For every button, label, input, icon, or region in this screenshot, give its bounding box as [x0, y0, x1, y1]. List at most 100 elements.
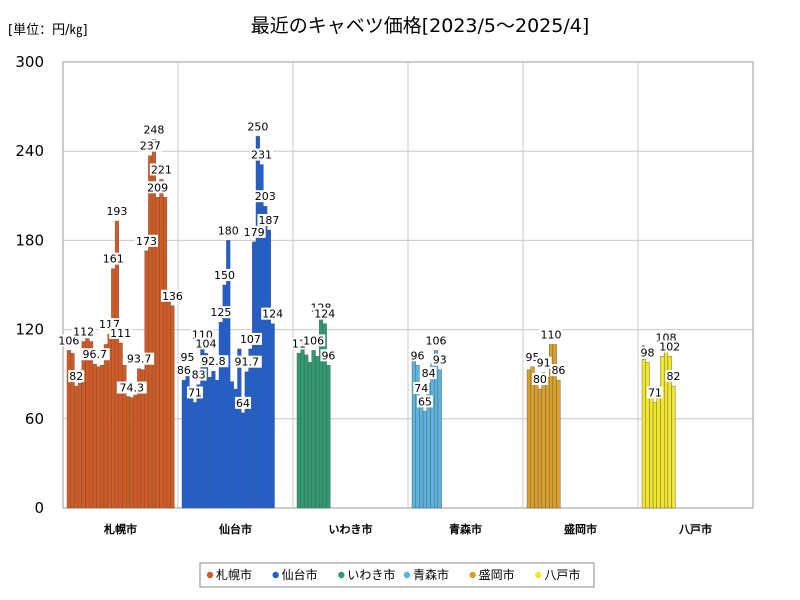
data-label: 124	[314, 308, 335, 321]
chart-title: 最近のキャベツ価格[2023/5～2025/4]	[251, 15, 590, 37]
bar-series-4-4	[541, 372, 546, 509]
data-label-bg	[416, 395, 433, 408]
bar-series-0-21	[144, 250, 149, 509]
data-label-bg	[179, 350, 196, 363]
data-label: 65	[418, 395, 432, 408]
bar-series-1-13	[229, 381, 235, 509]
legend-box	[199, 562, 595, 588]
y-tick-label: 180	[15, 231, 44, 249]
bar-series-1-23	[266, 229, 272, 509]
data-label-bg	[198, 355, 229, 368]
data-label-bg	[409, 349, 426, 362]
bar-series-0-2	[74, 385, 79, 509]
data-label-bg	[665, 370, 682, 383]
data-label: 64	[236, 397, 250, 410]
bar-series-0-9	[100, 365, 105, 509]
bar-series-2-1	[300, 344, 305, 509]
data-label-bg	[216, 224, 240, 237]
x-category-label: 盛岡市	[564, 522, 597, 536]
data-label: 203	[255, 190, 276, 203]
legend-marker	[272, 571, 279, 579]
data-label: 161	[103, 253, 124, 266]
legend-label: いわき市	[347, 567, 395, 582]
bar-series-1-3	[192, 402, 198, 509]
bar-series-0-18	[133, 394, 138, 509]
data-label: 193	[106, 205, 127, 218]
data-label: 125	[210, 306, 231, 319]
bar-series-0-8	[96, 366, 101, 509]
unit-label: [単位：円/㎏]	[8, 22, 88, 38]
bar-series-2-5	[315, 356, 320, 509]
data-label-bg	[313, 307, 337, 320]
data-label: 112	[73, 325, 94, 338]
bars-group	[66, 136, 676, 509]
data-label-bg	[146, 181, 170, 194]
bar-series-0-7	[92, 364, 97, 509]
data-label-bg	[101, 252, 125, 265]
data-label-bg	[194, 337, 218, 350]
bar-series-1-18	[248, 348, 253, 509]
y-tick-label: 300	[15, 53, 44, 71]
bar-series-5-8	[671, 385, 676, 509]
y-tick-label: 60	[25, 410, 44, 428]
data-label: 84	[422, 367, 436, 380]
data-label: 104	[196, 337, 217, 350]
data-label-bg	[209, 306, 233, 319]
x-category-label: 仙台市	[219, 522, 252, 536]
data-label-bg	[186, 386, 203, 399]
bar-series-1-17	[244, 371, 249, 509]
data-label: 80	[533, 373, 547, 386]
data-label: 237	[140, 140, 161, 153]
grid-lines	[62, 61, 754, 509]
bar-series-4-0	[526, 369, 531, 509]
bar-series-0-16	[125, 396, 131, 509]
legend-marker	[535, 571, 542, 579]
bar-series-0-3	[77, 382, 82, 509]
bar-series-3-5	[430, 363, 435, 509]
data-label-bg	[135, 234, 159, 247]
data-label: 95	[181, 351, 195, 364]
data-label-bg	[253, 190, 277, 203]
bar-series-5-2	[649, 388, 654, 509]
x-category-label: 青森市	[449, 522, 482, 536]
bar-series-1-10	[218, 321, 223, 509]
bar-series-5-5	[660, 356, 665, 509]
bar-series-1-4	[196, 384, 201, 509]
bar-series-4-5	[545, 376, 550, 509]
data-label-bg	[231, 355, 262, 368]
bar-series-0-25	[159, 179, 164, 509]
bar-series-5-3	[652, 402, 657, 509]
bar-series-4-2	[534, 381, 539, 509]
legend-label: 仙台市	[282, 567, 318, 582]
data-label: 180	[218, 224, 239, 237]
data-label: 96	[321, 349, 335, 362]
data-labels-group: 1068211296.711716119311174.393.717323724…	[57, 120, 682, 410]
bar-series-0-26	[162, 197, 168, 509]
bar-series-5-0	[641, 359, 646, 509]
bar-series-2-8	[326, 365, 331, 509]
data-label-bg	[320, 349, 337, 362]
bar-series-3-2	[419, 397, 424, 509]
legend-label: 青森市	[413, 567, 449, 582]
legend: 札幌市 仙台市 いわき市 青森市 盛岡市 八戸市	[199, 562, 595, 588]
data-label: 96.7	[83, 348, 108, 361]
data-label-bg	[413, 381, 430, 394]
data-label: 231	[251, 149, 272, 162]
bar-series-4-8	[556, 379, 561, 509]
data-label-bg	[550, 364, 567, 377]
data-label-bg	[535, 356, 552, 369]
data-label-bg	[302, 334, 326, 347]
data-label: 74	[414, 382, 428, 395]
data-label-bg	[68, 370, 85, 383]
data-label-bg	[109, 326, 133, 339]
data-label-bg	[190, 368, 207, 381]
data-label-bg	[238, 332, 262, 345]
data-label: 110	[541, 328, 562, 341]
data-label: 92.8	[201, 355, 226, 368]
bar-series-2-3	[307, 362, 313, 509]
data-label: 106	[58, 334, 79, 347]
data-label-bg	[257, 213, 281, 226]
bar-series-1-7	[207, 376, 212, 509]
data-label: 187	[258, 214, 279, 227]
data-label-bg	[116, 381, 147, 394]
